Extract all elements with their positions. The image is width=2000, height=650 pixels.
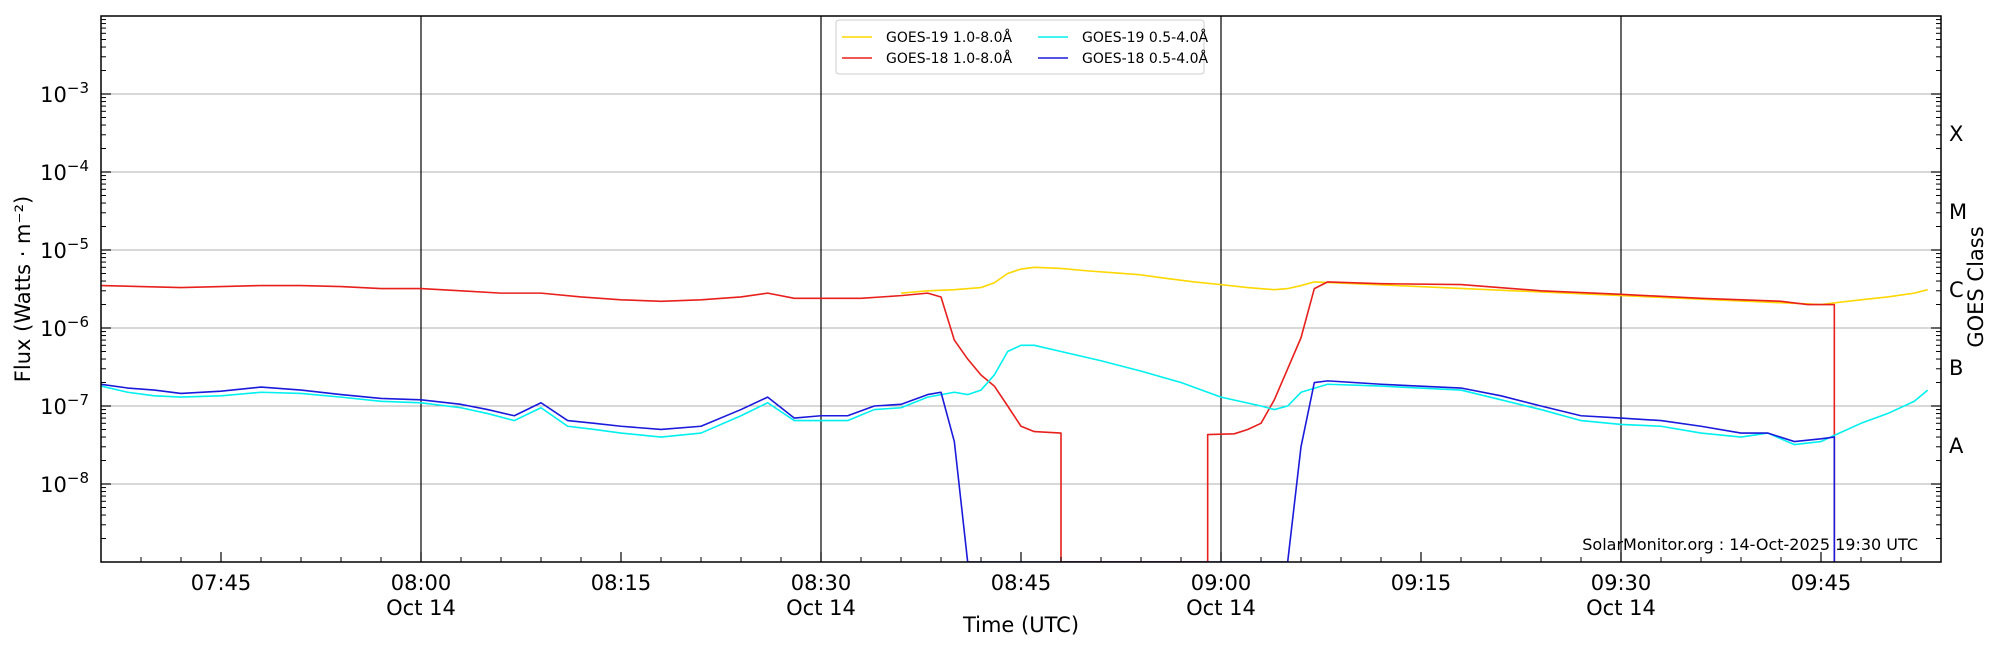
series-line (101, 380, 1836, 562)
y-tick-label: 10−3 (40, 79, 89, 107)
y-tick-label: 10−5 (40, 235, 89, 263)
series-line (101, 344, 1929, 446)
x-tick-label: 09:45 (1791, 571, 1852, 595)
x-tick-label: 09:00 (1191, 571, 1252, 595)
y-tick-label: 10−4 (40, 157, 89, 185)
goes-class-label: A (1949, 434, 1964, 458)
series-line (101, 281, 1836, 562)
grid-lines (101, 93, 1941, 485)
series-line (900, 266, 1928, 306)
legend-label: GOES-19 0.5-4.0Å (1082, 29, 1208, 46)
y-axis-label: Flux (Watts · m⁻²) (11, 196, 35, 382)
plot-frame (100, 15, 1942, 563)
x-tick-label: 08:00 (391, 571, 452, 595)
x-tick-date-label: Oct 14 (386, 596, 456, 620)
x-tick-label: 08:45 (991, 571, 1052, 595)
x-tick-label: 09:30 (1591, 571, 1652, 595)
x-tick-label: 08:30 (791, 571, 852, 595)
day-boundary-lines (420, 16, 1622, 562)
x-axis-label: Time (UTC) (962, 613, 1079, 637)
goes-class-label: M (1949, 200, 1967, 224)
x-tick-label: 09:15 (1391, 571, 1452, 595)
y-tick-label: 10−6 (40, 313, 89, 341)
goes-class-label: C (1949, 278, 1964, 302)
x-tick-date-label: Oct 14 (786, 596, 856, 620)
x-tick-label: 08:15 (591, 571, 652, 595)
y2-axis-label: GOES Class (1964, 226, 1988, 347)
y-tick-label: 10−8 (40, 469, 89, 497)
series-lines (101, 266, 1929, 562)
x-tick-label: 07:45 (191, 571, 252, 595)
x-tick-date-label: Oct 14 (1186, 596, 1256, 620)
goes-class-label: B (1949, 356, 1963, 380)
credit-text: SolarMonitor.org : 14-Oct-2025 19:30 UTC (1582, 535, 1918, 554)
legend-box (835, 19, 1205, 75)
legend-label: GOES-18 0.5-4.0Å (1082, 50, 1208, 67)
y-tick-label: 10−7 (40, 391, 89, 419)
legend-label: GOES-19 1.0-8.0Å (886, 29, 1012, 46)
x-tick-date-label: Oct 14 (1586, 596, 1656, 620)
legend-label: GOES-18 1.0-8.0Å (886, 50, 1012, 67)
goes-class-label: X (1949, 122, 1963, 146)
legend: GOES-19 1.0-8.0Å GOES-18 1.0-8.0Å GOES-19 … (835, 19, 1208, 75)
